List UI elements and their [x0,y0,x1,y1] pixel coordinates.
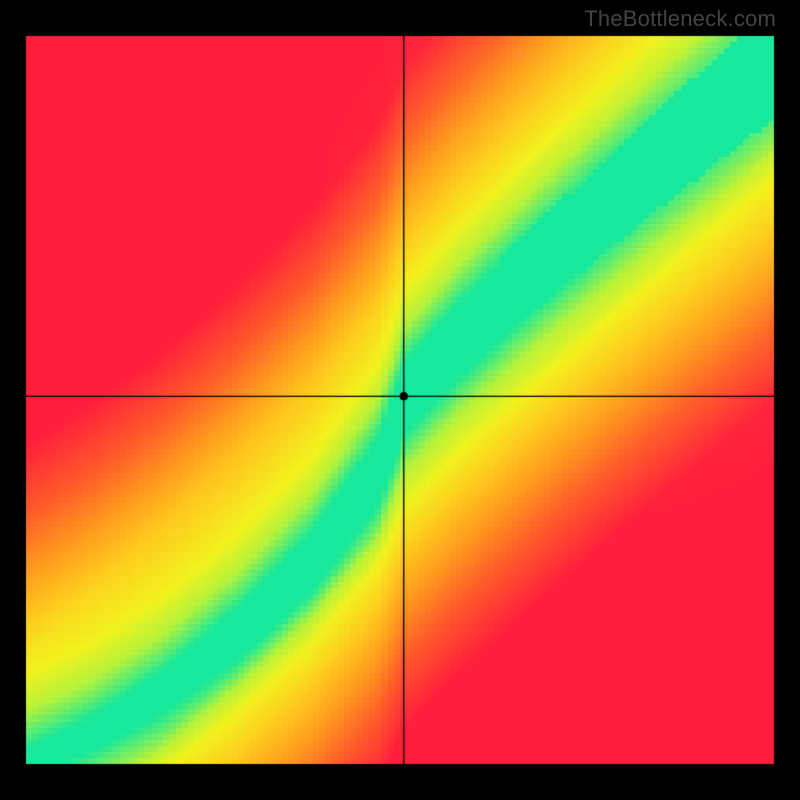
bottleneck-heatmap [0,0,800,800]
watermark-text: TheBottleneck.com [584,6,776,32]
chart-container: TheBottleneck.com [0,0,800,800]
